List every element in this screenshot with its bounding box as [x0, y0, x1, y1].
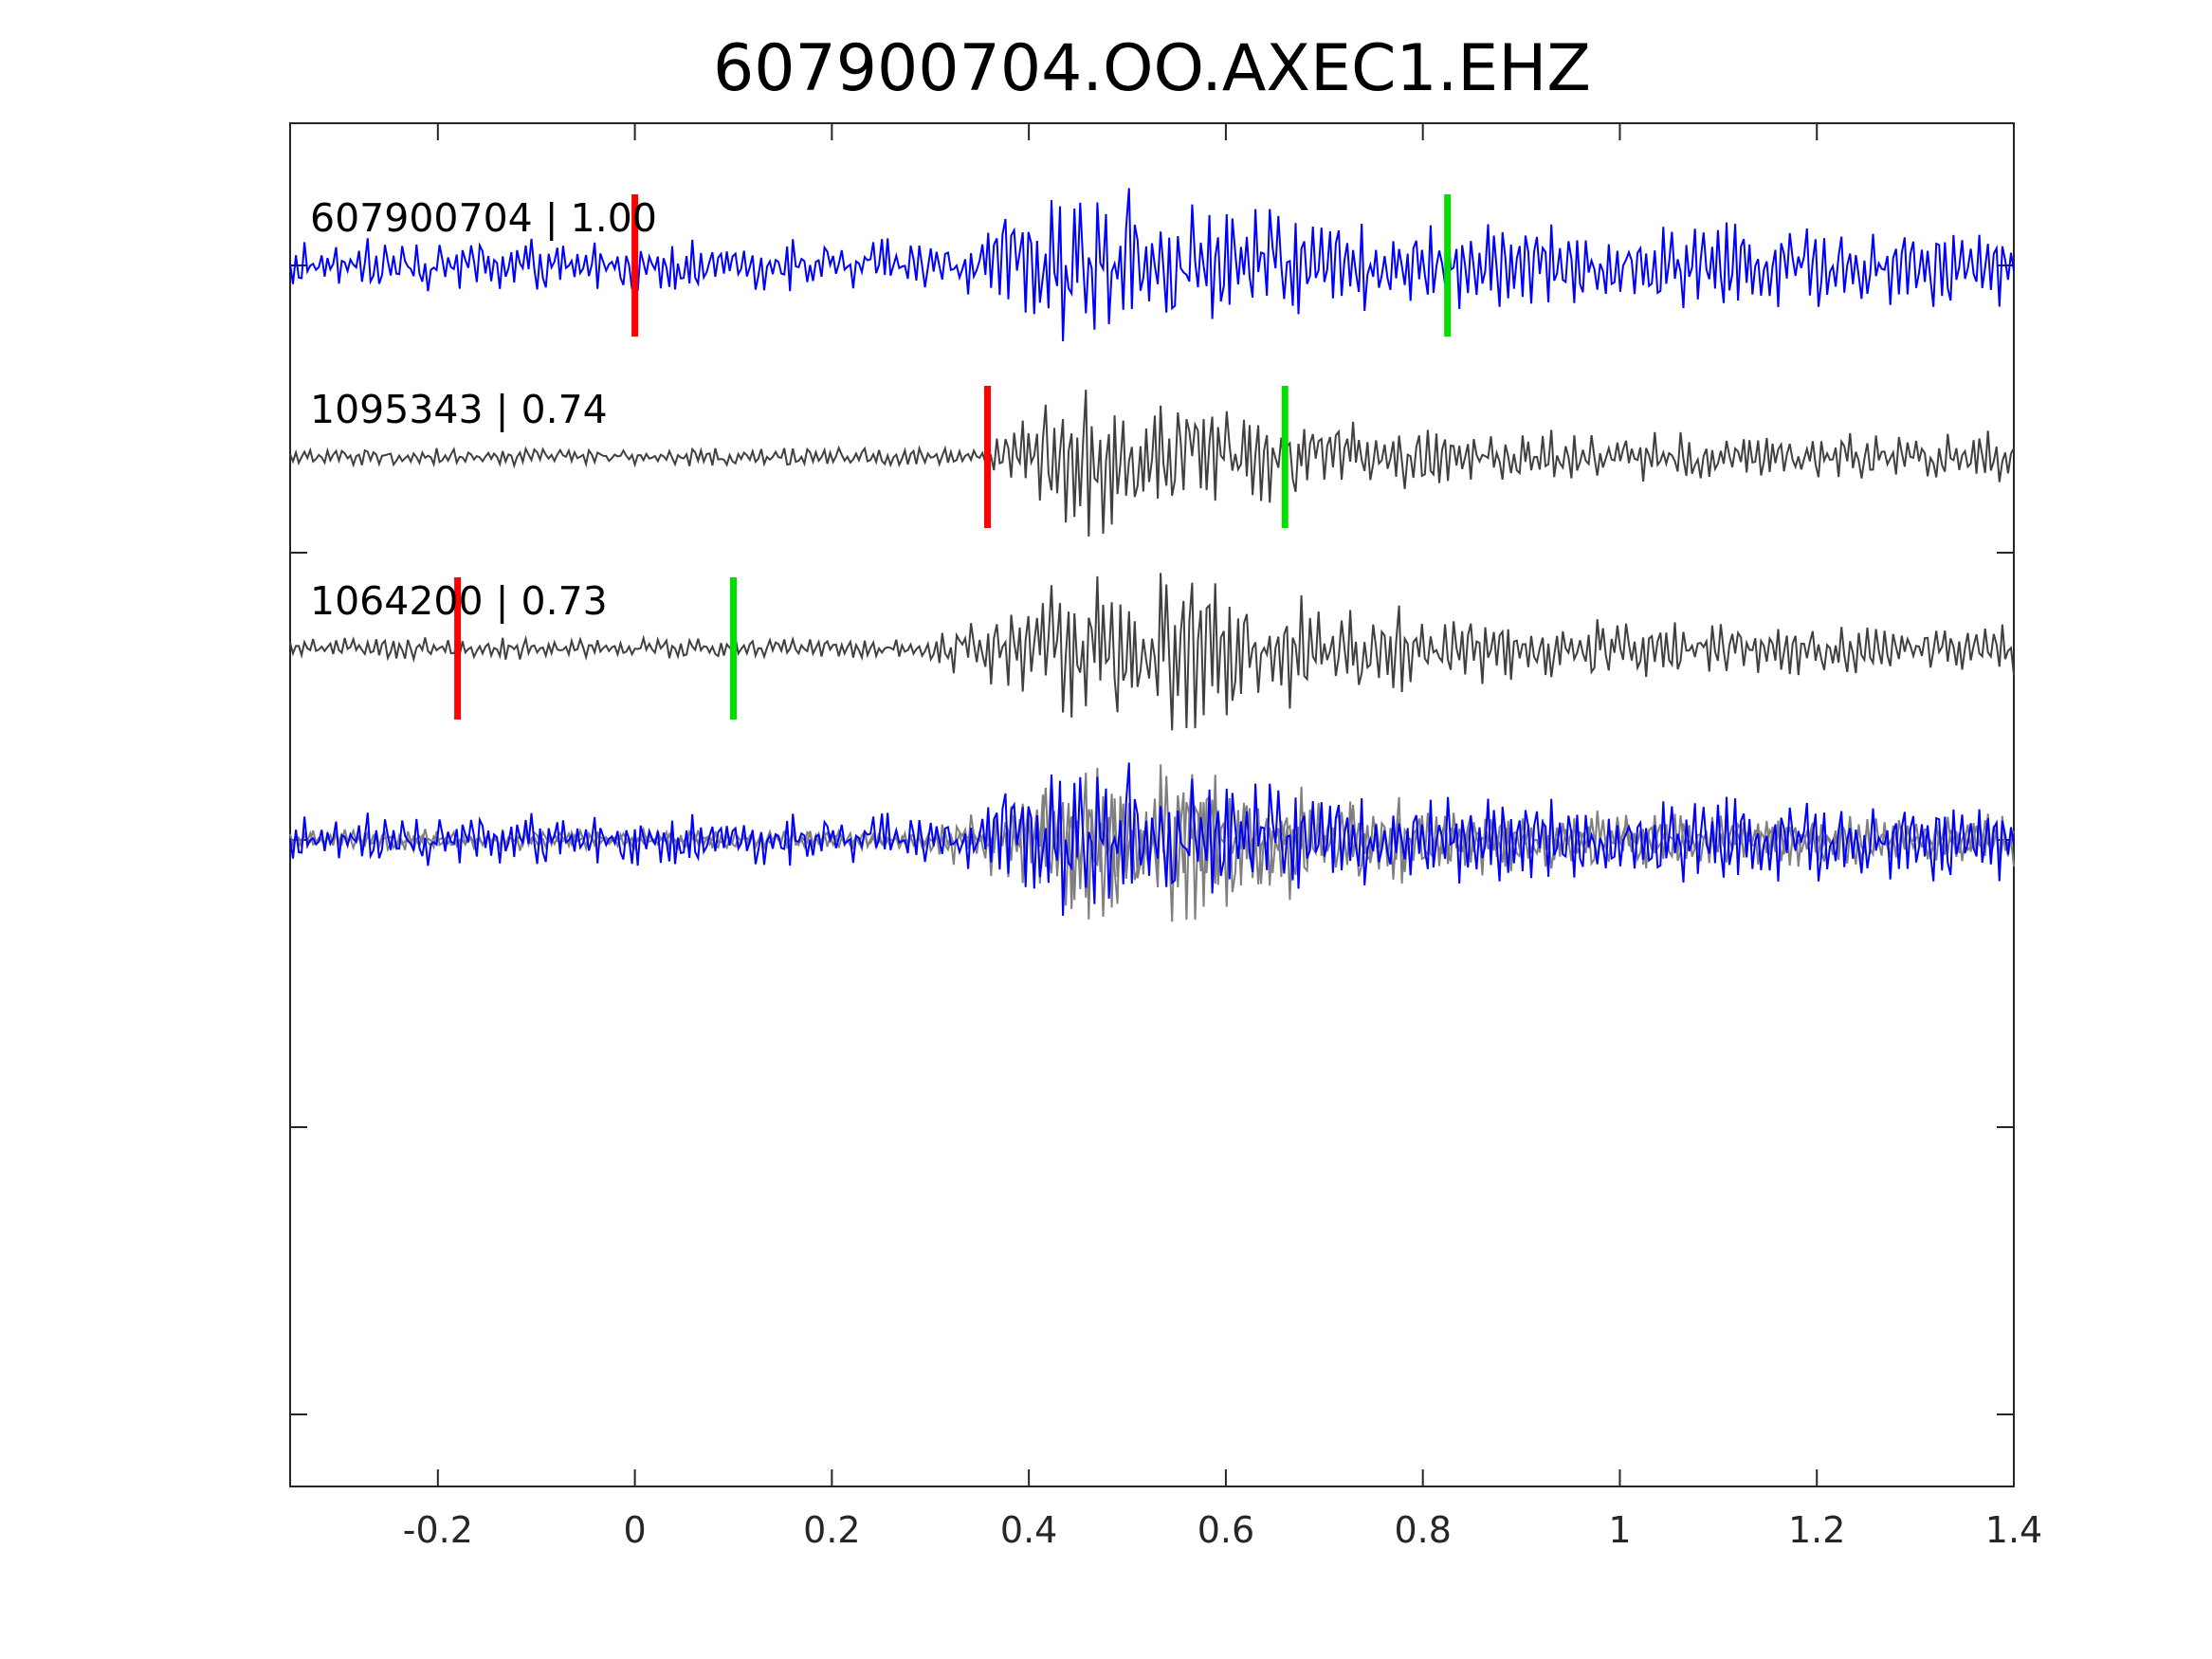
overlay-traces	[289, 762, 2015, 922]
x-tick-label: 0.4	[1000, 1509, 1057, 1551]
trace-label: 607900704 | 1.00	[310, 195, 657, 241]
x-tick-label: 0.6	[1197, 1509, 1254, 1551]
trace-1064200	[289, 573, 2015, 731]
overlay-607900704	[289, 762, 2015, 917]
chart-title: 607900704.OO.AXEC1.EHZ	[713, 31, 1591, 106]
x-tick-label: -0.2	[403, 1509, 473, 1551]
x-tick-label: 0.2	[803, 1509, 860, 1551]
plot-area: -0.2 0 0.2 0.4 0.6 0.8 1 1.2 1.4 607900704 | 1.0…	[289, 122, 2042, 1551]
trace-label: 1095343 | 0.74	[310, 387, 608, 432]
x-ticks: -0.2 0 0.2 0.4 0.6 0.8 1 1.2 1.4	[403, 123, 2042, 1551]
x-tick-label: 0.8	[1394, 1509, 1451, 1551]
x-tick-label: 0	[624, 1509, 647, 1551]
x-tick-label: 1.2	[1788, 1509, 1845, 1551]
overlay-1095343	[289, 773, 2015, 920]
trace-607900704	[289, 188, 2015, 342]
trace-label: 1064200 | 0.73	[310, 578, 608, 624]
x-tick-label: 1.4	[1985, 1509, 2042, 1551]
waveform-traces	[289, 188, 2015, 731]
x-tick-label: 1	[1608, 1509, 1631, 1551]
plot-frame	[289, 122, 2015, 1487]
trace-labels: 607900704 | 1.00 1095343 | 0.74 1064200 | …	[310, 195, 657, 624]
trace-1095343	[289, 390, 2015, 537]
phase-picks	[454, 194, 1452, 720]
